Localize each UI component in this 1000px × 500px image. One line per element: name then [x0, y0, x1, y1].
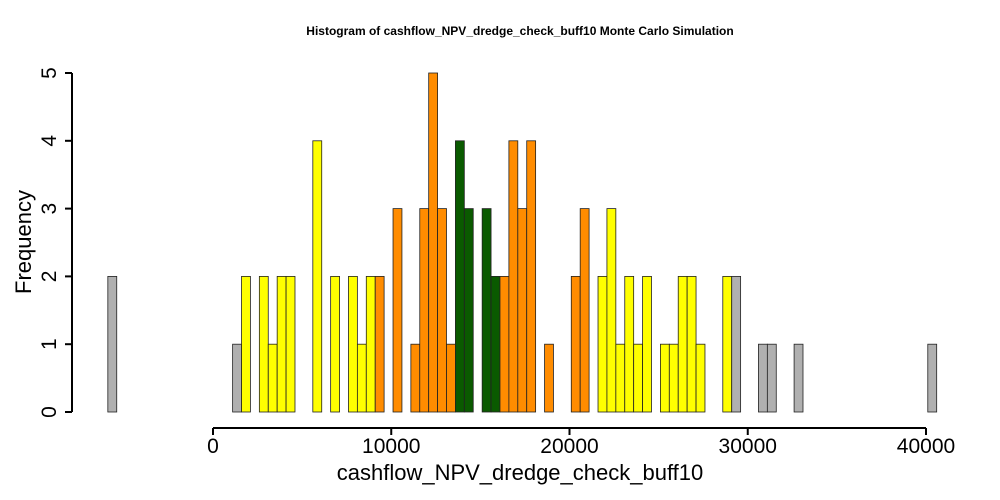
- y-axis-label: Frequency: [11, 190, 36, 294]
- histogram-bar: [668, 343, 679, 413]
- histogram-bar: [642, 275, 652, 413]
- histogram-bar: [695, 343, 706, 413]
- histogram-bar: [446, 343, 456, 413]
- histogram-bar: [758, 343, 768, 413]
- histogram-bar: [276, 275, 287, 413]
- histogram-bar: [374, 275, 385, 413]
- histogram-bar: [312, 140, 323, 413]
- histogram-bar: [490, 275, 501, 413]
- histogram-bar: [544, 343, 554, 413]
- histogram-bar: [348, 275, 358, 413]
- y-tick-label: 3: [38, 203, 61, 215]
- histogram-bar: [677, 275, 688, 413]
- histogram-bar: [356, 343, 367, 413]
- histogram-bar: [927, 343, 938, 413]
- x-tick-label: 20000: [540, 435, 598, 458]
- histogram-bar: [499, 275, 510, 413]
- histogram-bar: [606, 208, 617, 413]
- histogram-bar: [481, 208, 492, 413]
- y-tick-label: 5: [38, 67, 61, 79]
- histogram-bar: [633, 343, 643, 413]
- histogram-bar: [365, 275, 376, 413]
- x-axis-label: cashflow_NPV_dredge_check_buff10: [337, 460, 704, 485]
- histogram-bar: [107, 275, 118, 413]
- x-tick-label: 0: [207, 435, 219, 458]
- y-tick-label: 0: [38, 406, 61, 418]
- histogram-bar: [686, 275, 697, 413]
- histogram-bar: [722, 275, 733, 413]
- histogram-bar: [615, 343, 626, 413]
- x-tick-label: 40000: [897, 435, 955, 458]
- y-tick-label: 2: [38, 271, 61, 283]
- y-tick-label: 1: [38, 338, 61, 350]
- x-tick-label: 10000: [362, 435, 420, 458]
- histogram-bar: [410, 343, 421, 413]
- histogram-bar: [793, 343, 804, 413]
- histogram-bar: [731, 275, 742, 413]
- histogram-bar: [508, 140, 519, 413]
- histogram-bar: [428, 72, 438, 413]
- histogram-bar: [330, 275, 340, 413]
- histogram-bar: [517, 208, 528, 413]
- histogram-bar: [660, 343, 670, 413]
- histogram-bar: [463, 208, 474, 413]
- bars-group: [107, 72, 938, 413]
- histogram-bar: [241, 275, 251, 413]
- histogram-bar: [766, 343, 777, 413]
- y-axis: 0 1 2 3 4 5: [38, 67, 73, 418]
- histogram-bar: [570, 275, 581, 413]
- chart-title: Histogram of cashflow_NPV_dredge_check_b…: [306, 24, 733, 38]
- histogram-bar: [419, 208, 430, 413]
- histogram-bar: [597, 275, 608, 413]
- histogram-bar: [392, 208, 403, 413]
- histogram-bar: [267, 343, 278, 413]
- histogram-bar: [579, 208, 590, 413]
- histogram-bar: [258, 275, 269, 413]
- histogram-bar: [455, 140, 465, 413]
- y-tick-label: 4: [38, 135, 61, 147]
- x-axis: 0 10000 20000 30000 40000: [207, 427, 955, 458]
- histogram-bar: [526, 140, 537, 413]
- histogram-bar: [285, 275, 296, 413]
- histogram-bar: [437, 208, 447, 413]
- histogram-bar: [232, 343, 242, 413]
- histogram-bar: [624, 275, 635, 413]
- x-tick-label: 30000: [719, 435, 777, 458]
